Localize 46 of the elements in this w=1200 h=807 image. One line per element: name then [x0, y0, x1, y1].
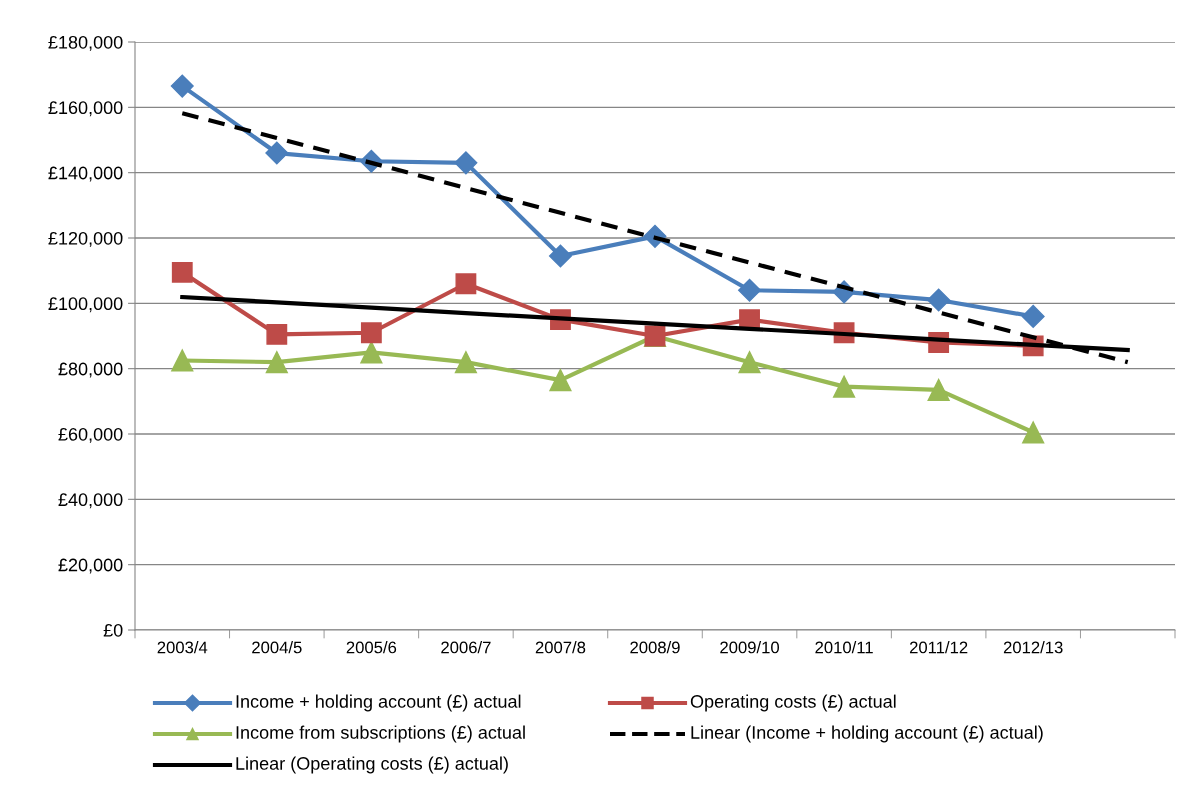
legend-label: Operating costs (£) actual [690, 694, 896, 712]
point [455, 273, 477, 295]
y-tick-label: £20,000 [58, 558, 123, 574]
point [738, 351, 761, 374]
point [832, 375, 856, 398]
legend-label: Income + holding account (£) actual [236, 694, 521, 712]
point [360, 322, 382, 344]
x-tick-label: 2012/13 [1003, 641, 1063, 654]
point [170, 74, 194, 98]
y-tick-label: £40,000 [58, 493, 123, 509]
legend-label: Income from subscriptions (£) actual [236, 725, 525, 743]
point [454, 351, 478, 374]
line-series [180, 111, 1130, 365]
point [265, 351, 288, 374]
y-tick-label: £80,000 [58, 362, 123, 378]
legend-label: Linear (Income + holding account (£) actual) [691, 725, 1043, 743]
point [927, 288, 951, 312]
x-tick-label: 2003/4 [157, 641, 208, 654]
x-tick-label: 2008/9 [630, 641, 680, 654]
point [266, 323, 288, 345]
point [1021, 304, 1045, 328]
point [548, 244, 572, 268]
y-tick-label: £160,000 [48, 101, 123, 117]
x-tick-label: 2005/6 [346, 641, 397, 654]
point [171, 261, 193, 283]
x-tick-label: 2004/5 [252, 641, 302, 654]
x-tick-label: 2009/10 [720, 641, 780, 654]
x-tick-label: 2011/12 [909, 641, 968, 654]
y-tick-label: £60,000 [58, 427, 123, 443]
point [171, 349, 194, 372]
x-tick-label: 2006/7 [441, 641, 491, 654]
x-tick-label: 2010/11 [815, 641, 873, 654]
y-tick-label: £100,000 [48, 297, 123, 313]
point [360, 341, 383, 364]
point [927, 378, 950, 402]
point [738, 278, 762, 302]
point [454, 151, 478, 175]
legend-label: Linear (Operating costs (£) actual) [236, 756, 508, 774]
y-tick-label: £140,000 [48, 166, 123, 182]
point [549, 368, 572, 392]
y-tick-label: £120,000 [48, 231, 123, 247]
point [1022, 421, 1045, 444]
x-tick-label: 2007/8 [535, 641, 586, 654]
point [265, 141, 289, 165]
y-tick-label: £180,000 [48, 35, 123, 51]
y-tick-label: £0 [103, 623, 123, 637]
